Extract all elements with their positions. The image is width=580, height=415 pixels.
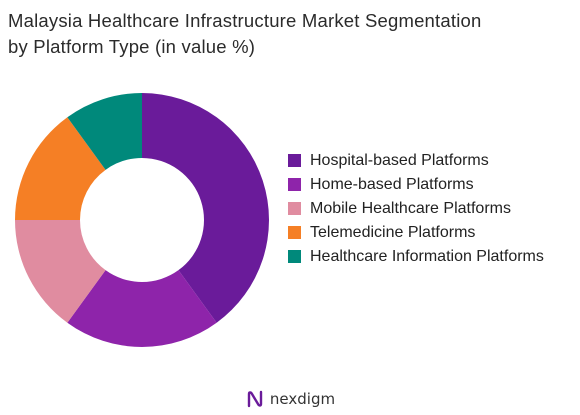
chart-legend: Hospital-based Platforms Home-based Platf… [288, 150, 573, 270]
legend-label: Hospital-based Platforms [310, 152, 489, 169]
legend-swatch [288, 202, 301, 215]
donut-slice-hospital-based-platforms [142, 93, 270, 323]
legend-item: Healthcare Information Platforms [288, 246, 573, 267]
donut-slice-healthcare-information-platforms [67, 93, 142, 170]
brand-name: nexdigm [269, 390, 336, 408]
chart-title-line-1: Malaysia Healthcare Infrastructure Marke… [8, 10, 482, 31]
legend-item: Home-based Platforms [288, 174, 573, 195]
chart-title-line-2: by Platform Type (in value %) [8, 36, 256, 57]
legend-label: Home-based Platforms [310, 176, 474, 193]
nexdigm-logo-icon [247, 390, 263, 408]
donut-slice-mobile-healthcare-platforms [14, 220, 106, 323]
legend-label: Mobile Healthcare Platforms [310, 200, 511, 217]
legend-label: Telemedicine Platforms [310, 224, 476, 241]
legend-label: Healthcare Information Platforms [310, 248, 544, 265]
legend-item: Telemedicine Platforms [288, 222, 573, 243]
legend-swatch [288, 178, 301, 191]
nexdigm-logo-mark [247, 390, 263, 408]
donut-chart [14, 93, 270, 347]
donut-slice-home-based-platforms [67, 270, 217, 347]
legend-swatch [288, 154, 301, 167]
brand-footer: nexdigm [0, 389, 580, 409]
legend-swatch [288, 226, 301, 239]
legend-item: Hospital-based Platforms [288, 150, 573, 171]
legend-swatch [288, 250, 301, 263]
chart-title: Malaysia Healthcare Infrastructure Marke… [8, 8, 568, 60]
donut-slice-telemedicine-platforms [15, 117, 106, 220]
legend-item: Mobile Healthcare Platforms [288, 198, 573, 219]
